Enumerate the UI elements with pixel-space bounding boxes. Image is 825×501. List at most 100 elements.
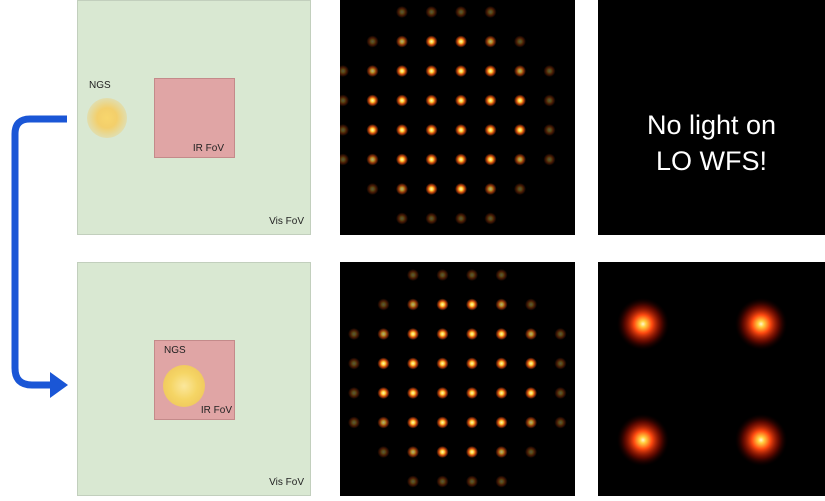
- lo-wfs-spot: [735, 298, 787, 350]
- ir-fov-box: IR FoV: [154, 78, 235, 158]
- wfs-spot: [407, 298, 419, 311]
- wfs-spot: [466, 446, 478, 458]
- wfs-spot: [366, 124, 379, 136]
- wfs-spot: [484, 212, 497, 225]
- wfs-spot: [514, 35, 526, 48]
- wfs-spot: [543, 124, 556, 136]
- wfs-spot: [466, 328, 478, 340]
- lo-wfs-spot: [617, 298, 669, 350]
- lo-wfs-panel-top: No light on LO WFS!: [598, 0, 825, 235]
- wfs-spot: [514, 124, 526, 136]
- wfs-spot: [466, 298, 478, 311]
- lo-wfs-spots: [617, 298, 787, 466]
- wfs-spot: [554, 387, 567, 399]
- wfs-spot: [396, 212, 408, 225]
- wfs-spot: [466, 475, 478, 488]
- wfs-spot: [484, 35, 497, 48]
- wfs-spot: [407, 446, 419, 458]
- ir-fov-box: NGS IR FoV: [154, 340, 235, 420]
- wfs-spot: [543, 94, 556, 107]
- wfs-spot: [455, 183, 467, 195]
- wfs-spot: [348, 416, 360, 429]
- wfs-spot: [337, 65, 349, 77]
- wfs-spot: [407, 475, 419, 488]
- wfs-spot: [455, 153, 467, 166]
- wfs-spot: [436, 475, 449, 488]
- wfs-spot: [377, 357, 390, 370]
- wfs-spot: [495, 357, 508, 370]
- wfs-spot: [436, 446, 449, 458]
- wfs-spot: [407, 387, 419, 399]
- wfs-spot: [348, 387, 360, 399]
- wfs-spot: [436, 269, 449, 281]
- wfs-spot: [377, 328, 390, 340]
- wfs-spot: [377, 298, 390, 311]
- wfs-spot: [425, 65, 438, 77]
- wfs-spot: [514, 94, 526, 107]
- wfs-spot: [396, 94, 408, 107]
- wfs-spot: [377, 416, 390, 429]
- wfs-spot: [484, 6, 497, 18]
- wfs-spot: [337, 124, 349, 136]
- wfs-spot: [425, 212, 438, 225]
- wfs-spot: [436, 416, 449, 429]
- wfs-spot: [436, 298, 449, 311]
- wfs-spot: [396, 124, 408, 136]
- wfs-spot: [495, 446, 508, 458]
- arrow-head-icon: [50, 372, 68, 398]
- wfs-spot: [466, 387, 478, 399]
- wfs-spot: [543, 153, 556, 166]
- wfs-spot: [366, 153, 379, 166]
- wfs-spot: [466, 269, 478, 281]
- wfs-spot: [514, 65, 526, 77]
- wfs-spot: [525, 446, 537, 458]
- wfs-spot: [337, 94, 349, 107]
- wfs-spot: [396, 183, 408, 195]
- wfs-spot: [484, 65, 497, 77]
- wfs-spot: [366, 183, 379, 195]
- wfs-spot: [455, 6, 467, 18]
- ngs-star: [163, 365, 205, 407]
- no-light-message: No light on LO WFS!: [646, 110, 777, 176]
- wfs-spot: [466, 357, 478, 370]
- spot-grid: [337, 6, 556, 225]
- wfs-spot: [484, 183, 497, 195]
- ngs-label: NGS: [164, 345, 186, 356]
- ir-fov-label: IR FoV: [200, 405, 232, 416]
- wfs-spot: [407, 416, 419, 429]
- wfs-spot: [495, 328, 508, 340]
- wfs-spot: [554, 357, 567, 370]
- wfs-spot: [514, 153, 526, 166]
- wfs-spot: [425, 94, 438, 107]
- wfs-spot: [436, 357, 449, 370]
- wfs-spot: [543, 65, 556, 77]
- wfs-spot: [495, 475, 508, 488]
- wfs-spot: [396, 35, 408, 48]
- wfs-spot: [484, 153, 497, 166]
- wfs-spot: [525, 387, 537, 399]
- wfs-spot: [514, 183, 526, 195]
- ngs-label: NGS: [89, 80, 111, 91]
- ir-fov-label: IR FoV: [192, 143, 224, 154]
- wfs-spot: [525, 298, 537, 311]
- wfs-spot: [466, 416, 478, 429]
- wfs-spot: [525, 328, 537, 340]
- wfs-spot: [407, 328, 419, 340]
- wfs-spot: [455, 65, 467, 77]
- vis-fov-label: Vis FoV: [269, 216, 304, 227]
- wfs-spot: [425, 183, 438, 195]
- wfs-spot: [425, 6, 438, 18]
- wfs-spot: [455, 94, 467, 107]
- wfs-spot: [495, 269, 508, 281]
- wfs-spot: [366, 65, 379, 77]
- wfs-spot: [455, 124, 467, 136]
- spot-grid: [348, 269, 567, 488]
- wfs-spot: [407, 269, 419, 281]
- wfs-spot: [348, 328, 360, 340]
- wfs-spot: [366, 94, 379, 107]
- wfs-spot: [396, 6, 408, 18]
- wfs-spot: [377, 387, 390, 399]
- wfs-spot: [455, 35, 467, 48]
- wfs-spot: [436, 328, 449, 340]
- lo-wfs-spot: [735, 414, 787, 466]
